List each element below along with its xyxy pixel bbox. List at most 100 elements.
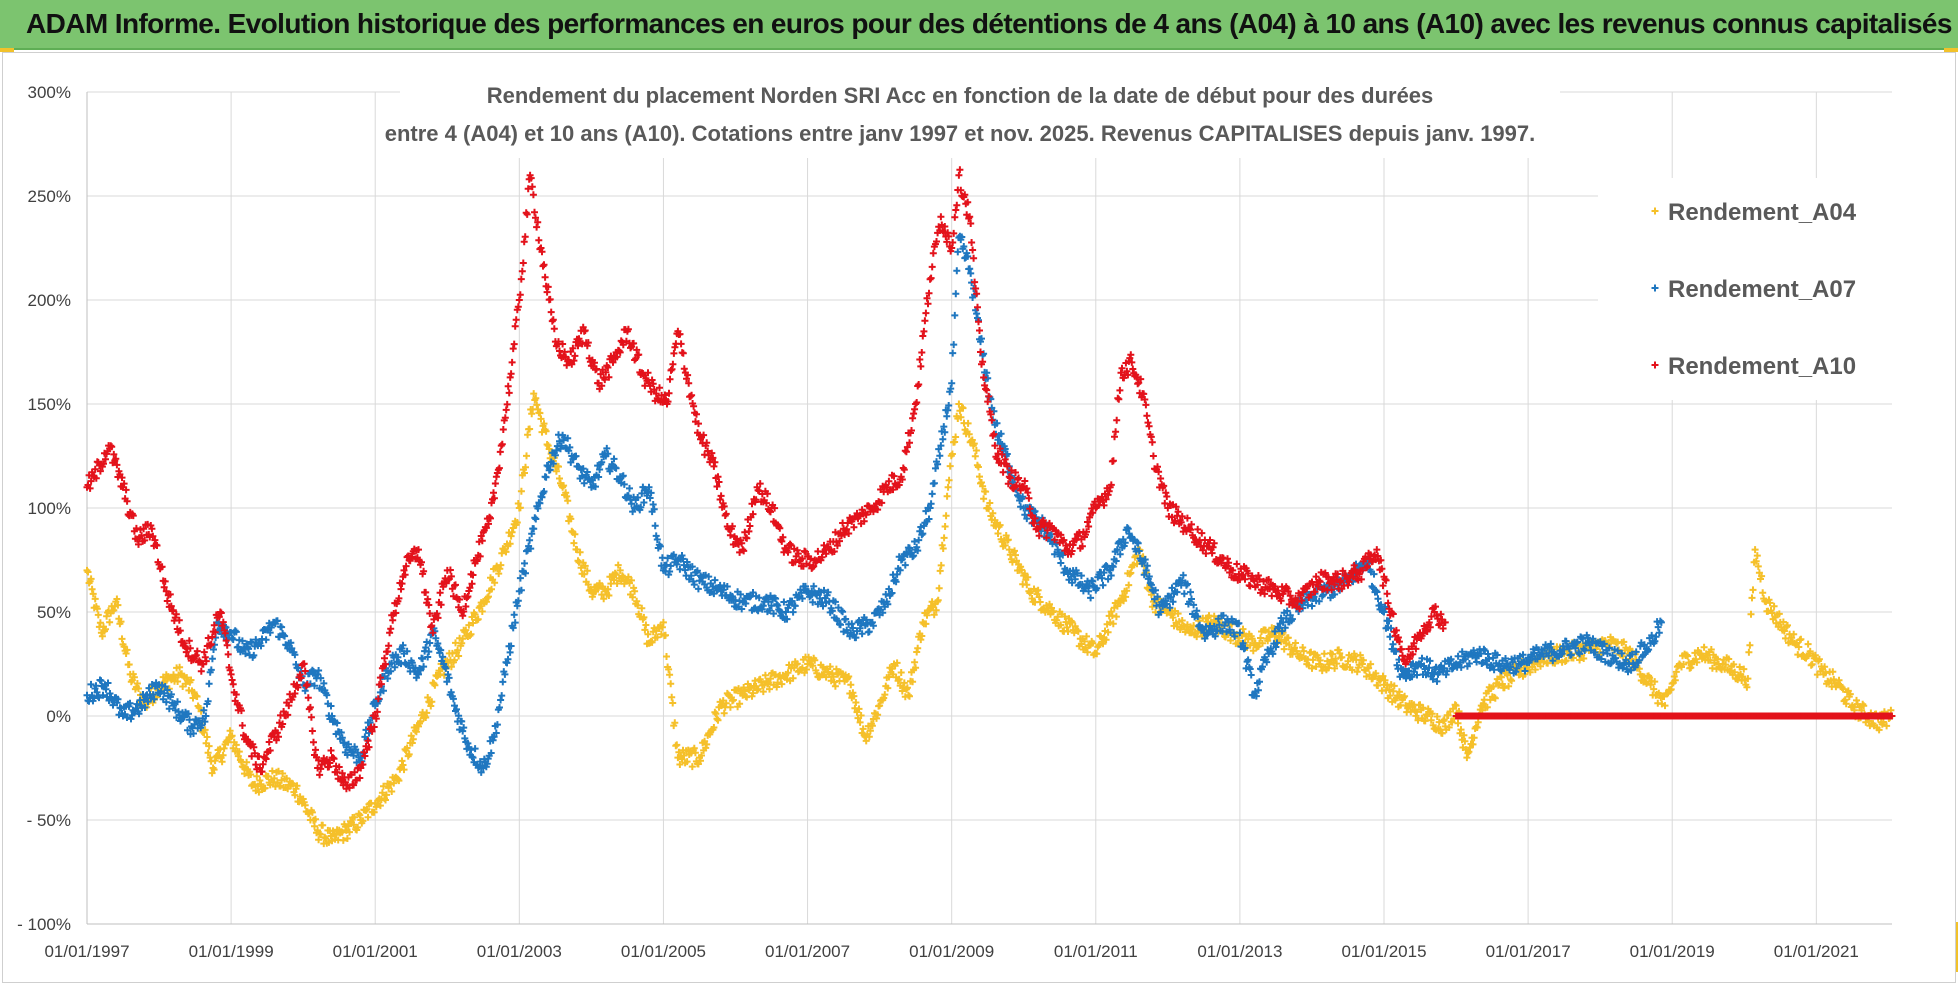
data-point	[502, 548, 510, 556]
data-point	[959, 404, 967, 412]
data-point	[506, 648, 514, 656]
data-point	[676, 761, 684, 768]
data-point	[1531, 666, 1539, 674]
data-point	[1419, 704, 1427, 712]
data-point	[986, 499, 994, 507]
data-point	[880, 694, 888, 702]
data-point	[673, 741, 681, 749]
data-point	[985, 505, 993, 513]
data-point	[1449, 705, 1457, 713]
data-point	[576, 548, 584, 556]
data-point	[301, 801, 309, 809]
data-point	[465, 621, 473, 629]
data-point	[932, 606, 940, 614]
data-point	[736, 700, 744, 708]
data-point	[1008, 558, 1016, 566]
data-point	[1145, 422, 1153, 430]
data-point	[123, 646, 131, 654]
data-point	[530, 390, 538, 398]
data-point	[88, 585, 96, 593]
data-point	[498, 440, 506, 448]
data-point	[560, 482, 568, 490]
data-point	[256, 777, 264, 784]
data-point	[1389, 640, 1397, 648]
data-point	[383, 791, 390, 799]
data-point	[1537, 662, 1544, 670]
data-point	[327, 747, 335, 754]
data-point	[1233, 560, 1241, 568]
data-point	[268, 767, 276, 775]
data-point	[980, 495, 988, 503]
data-point	[1026, 589, 1034, 597]
data-point	[1300, 647, 1308, 655]
data-point	[1494, 681, 1502, 689]
data-point	[1169, 614, 1177, 622]
data-point	[584, 581, 592, 589]
data-point	[533, 223, 541, 231]
data-point	[939, 545, 947, 552]
data-point	[96, 619, 104, 627]
data-point	[712, 710, 720, 718]
data-point	[850, 692, 858, 700]
data-point	[513, 519, 521, 526]
y-tick-label: - 100%	[17, 915, 71, 934]
data-point	[1526, 668, 1534, 676]
data-point	[989, 509, 997, 517]
data-point	[564, 497, 572, 505]
x-tick-label: 01/01/2009	[909, 942, 994, 961]
y-tick-label: 250%	[28, 187, 71, 206]
data-point	[319, 821, 327, 829]
data-point	[291, 791, 299, 799]
data-point	[940, 534, 948, 542]
data-point	[1379, 672, 1387, 680]
data-point	[648, 638, 656, 646]
y-tick-label: 150%	[28, 395, 71, 414]
data-point	[714, 716, 722, 724]
data-point	[1461, 737, 1469, 745]
data-point	[325, 838, 333, 846]
data-point	[811, 656, 819, 664]
data-point	[497, 561, 505, 569]
data-point	[228, 676, 236, 684]
data-point	[957, 413, 965, 421]
data-point	[1359, 656, 1367, 664]
data-point	[1745, 648, 1753, 656]
data-point	[893, 659, 901, 667]
data-point	[261, 784, 269, 792]
data-point	[1149, 452, 1157, 460]
data-point	[293, 782, 301, 790]
data-point	[117, 618, 125, 626]
data-point	[1395, 688, 1403, 696]
data-point	[943, 412, 951, 420]
data-point	[1457, 726, 1465, 734]
data-point	[1018, 566, 1026, 574]
data-point	[495, 570, 503, 578]
data-point	[677, 340, 685, 348]
data-point	[262, 636, 270, 644]
data-point	[971, 452, 979, 460]
data-point	[652, 532, 660, 540]
data-point	[670, 349, 678, 357]
data-point	[412, 728, 420, 736]
data-point	[1470, 734, 1478, 742]
data-point	[964, 419, 972, 427]
data-point	[102, 625, 109, 633]
x-tick-label: 01/01/2001	[333, 942, 418, 961]
data-point	[949, 349, 957, 357]
data-point	[1436, 726, 1444, 734]
data-point	[522, 463, 529, 471]
data-point	[679, 349, 687, 357]
data-point	[1448, 718, 1456, 726]
x-tick-label: 01/01/2013	[1197, 942, 1282, 961]
data-point	[1087, 594, 1095, 602]
data-point	[532, 515, 540, 523]
data-point	[351, 813, 359, 821]
data-point	[1367, 660, 1375, 668]
grid-layer	[86, 91, 1892, 925]
data-point	[1187, 588, 1194, 596]
data-point	[885, 673, 893, 681]
x-tick-label: 01/01/2019	[1630, 942, 1715, 961]
data-point	[922, 309, 930, 317]
data-point	[917, 362, 925, 370]
data-point	[571, 530, 579, 538]
